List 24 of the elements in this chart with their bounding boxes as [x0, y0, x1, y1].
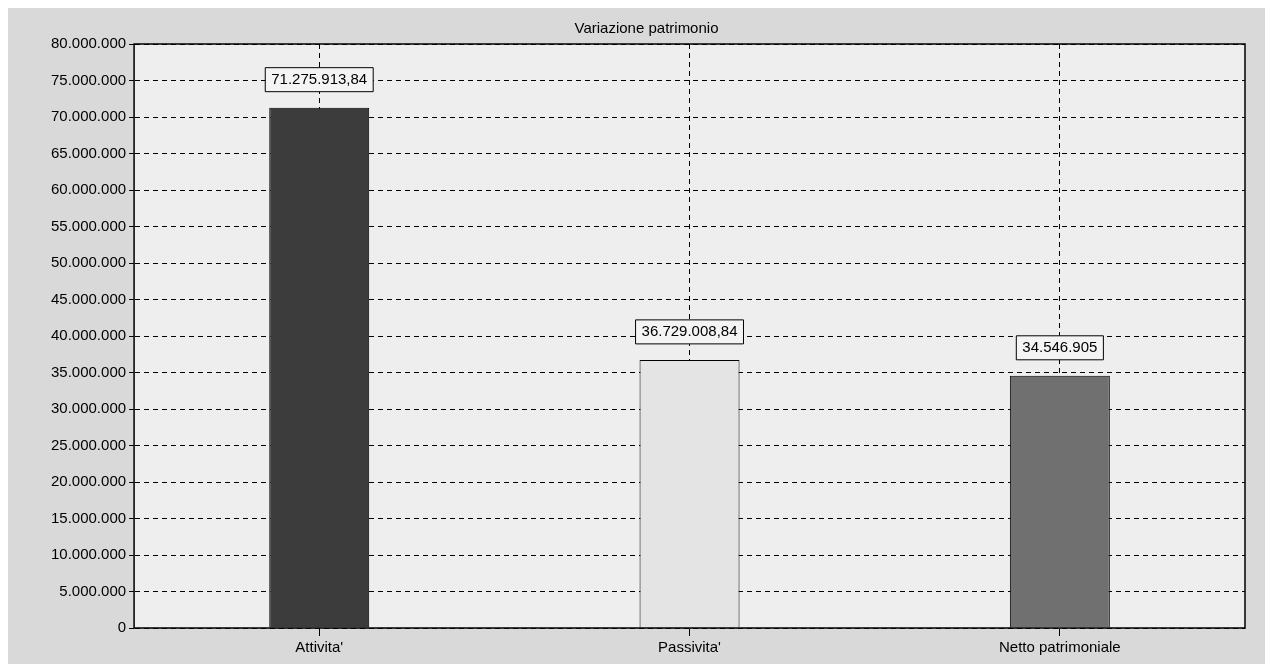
y-tick-label: 65.000.000	[51, 143, 127, 161]
y-tick-label: 60.000.000	[51, 180, 127, 198]
y-tick-label: 75.000.000	[51, 70, 127, 88]
y-tick-label: 50.000.000	[51, 253, 127, 271]
x-tick-label: Passivita'	[658, 638, 722, 656]
y-tick-label: 5.000.000	[59, 581, 127, 599]
data-label: 36.729.008,84	[641, 322, 738, 340]
chart-title: Variazione patrimonio	[574, 19, 719, 37]
y-tick-label: 30.000.000	[51, 399, 127, 417]
y-tick-label: 0	[117, 618, 127, 636]
data-label: 71.275.913,84	[271, 69, 368, 87]
y-tick-label: 70.000.000	[51, 107, 127, 125]
y-tick-label: 20.000.000	[51, 472, 127, 490]
y-tick-label: 15.000.000	[51, 508, 127, 526]
y-tick-label: 45.000.000	[51, 289, 127, 307]
x-tick-label: Attivita'	[295, 638, 344, 656]
x-tick-label: Netto patrimoniale	[998, 638, 1121, 656]
data-label: 34.546.905	[1022, 337, 1098, 355]
y-tick-label: 80.000.000	[51, 34, 127, 52]
y-tick-label: 10.000.000	[51, 545, 127, 563]
y-tick-label: 25.000.000	[51, 435, 127, 453]
y-tick-label: 35.000.000	[51, 362, 127, 380]
y-tick-label: 40.000.000	[51, 326, 127, 344]
y-tick-label: 55.000.000	[51, 216, 127, 234]
